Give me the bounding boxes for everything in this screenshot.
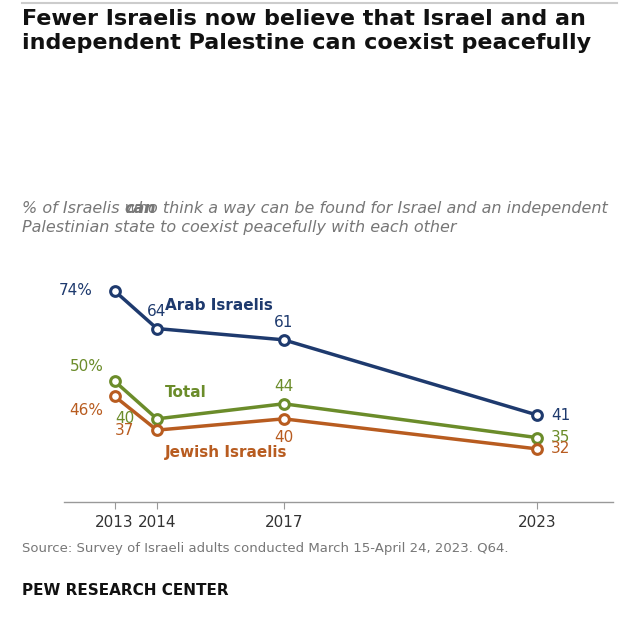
Text: Source: Survey of Israeli adults conducted March 15-April 24, 2023. Q64.: Source: Survey of Israeli adults conduct… [22, 542, 509, 556]
Text: Arab Israelis: Arab Israelis [166, 298, 273, 314]
Text: 46%: 46% [70, 403, 104, 418]
Text: 44: 44 [274, 379, 293, 394]
Text: PEW RESEARCH CENTER: PEW RESEARCH CENTER [22, 583, 229, 598]
Text: 40: 40 [274, 430, 293, 445]
Text: 40: 40 [116, 411, 135, 426]
Text: % of Israelis who think a way can be found for Israel and an independent
Palesti: % of Israelis who think a way can be fou… [22, 201, 608, 236]
Text: Fewer Israelis now believe that Israel and an
independent Palestine can coexist : Fewer Israelis now believe that Israel a… [22, 9, 592, 53]
Text: 41: 41 [551, 408, 571, 423]
Text: 32: 32 [551, 441, 571, 456]
Text: 37: 37 [115, 423, 135, 438]
Text: 50%: 50% [70, 359, 104, 374]
Text: 64: 64 [147, 304, 167, 319]
Text: 35: 35 [551, 430, 571, 445]
Text: Total: Total [166, 385, 207, 400]
Text: 74%: 74% [59, 283, 93, 298]
Text: Jewish Israelis: Jewish Israelis [166, 445, 288, 460]
Text: can: can [124, 201, 155, 216]
Text: 61: 61 [274, 315, 293, 330]
